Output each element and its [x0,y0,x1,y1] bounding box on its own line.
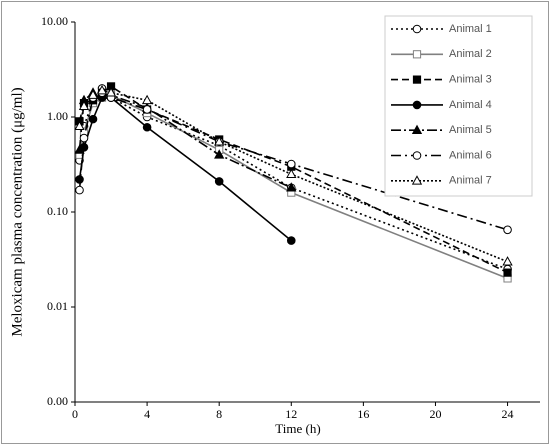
marker [78,100,90,110]
legend-box [384,15,533,197]
marker [96,84,108,95]
x-tick-label: 12 [285,407,297,421]
marker [142,105,152,114]
series-line [78,89,508,263]
marker [286,182,297,192]
marker [74,120,85,131]
marker [88,114,98,124]
legend-label: Animal 6 [449,149,492,161]
y-tick-label: 0.10 [47,204,68,218]
marker [105,87,117,97]
legend-label: Animal 1 [449,23,492,35]
y-axis-label: Meloxicam plasma concentration (μg/ml) [9,87,25,336]
marker [79,133,89,143]
marker [502,256,513,266]
series-line [78,96,292,242]
x-axis-label: Time (h) [275,421,320,436]
marker [141,94,153,105]
legend-label: Animal 3 [449,74,492,86]
marker [412,100,422,110]
marker [412,50,422,59]
marker [142,122,152,132]
marker [411,175,423,185]
marker [286,168,297,178]
y-tick-label: 0.00 [47,394,68,408]
y-tick-label: 0.01 [47,299,68,313]
x-tick-label: 0 [72,407,78,421]
marker [214,149,225,159]
marker [411,124,423,134]
marker [503,225,512,235]
marker [503,268,512,277]
marker [214,177,224,186]
x-tick-label: 20 [429,407,441,421]
y-tick-label: 1.00 [47,109,68,123]
legend-label: Animal 4 [449,99,492,111]
marker [214,136,225,146]
marker [412,151,422,160]
marker [412,24,422,34]
marker [286,236,296,245]
marker [412,75,422,84]
marker [286,159,296,169]
y-tick-label: 10.00 [41,14,68,28]
marker [87,89,99,99]
x-tick-label: 4 [144,407,150,421]
legend-label: Animal 7 [449,175,492,187]
marker [75,185,84,195]
legend-label: Animal 5 [449,124,492,136]
x-tick-label: 16 [357,407,369,421]
marker [74,144,85,154]
x-tick-label: 8 [216,407,222,421]
x-tick-label: 24 [502,407,514,421]
legend-label: Animal 2 [449,48,492,60]
